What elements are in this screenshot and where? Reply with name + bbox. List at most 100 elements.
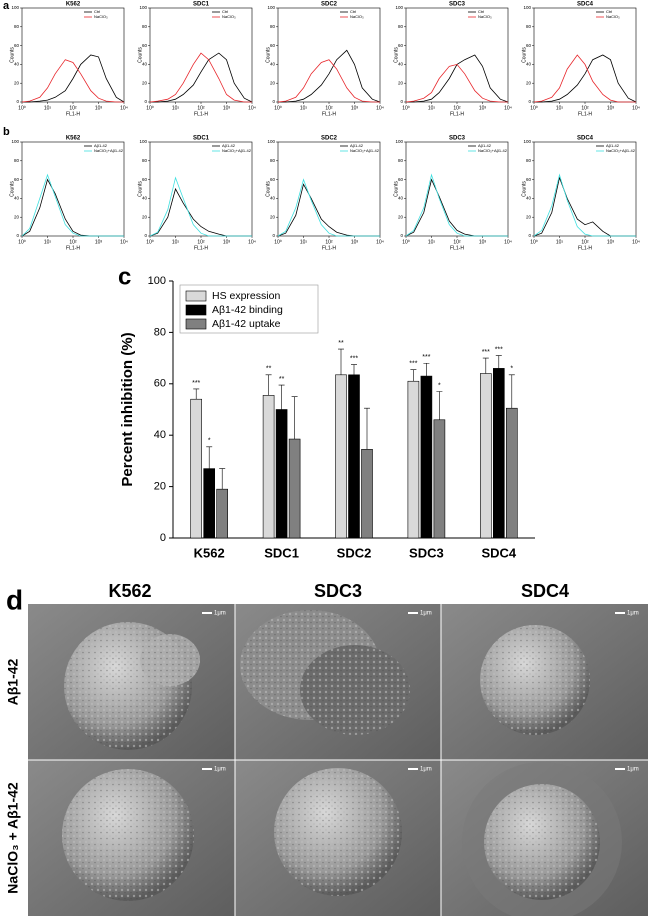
y-axis-label: Counts [265, 47, 271, 63]
legend-label: Aβ1-42 [350, 143, 364, 148]
error-bar [206, 446, 213, 469]
histogram-line [405, 173, 508, 237]
y-tick-label: 60 [142, 43, 148, 48]
y-tick-label: 100 [523, 5, 531, 10]
legend-label: NaClO₃+Aβ1-42 [350, 148, 380, 153]
y-tick-label: 80 [270, 158, 276, 163]
y-axis-label: Counts [137, 47, 143, 63]
bar [216, 488, 228, 539]
histogram-line [533, 173, 636, 237]
x-tick-label: 10¹ [300, 105, 308, 111]
x-tick-label: 10⁰ [146, 105, 154, 111]
sem-images [28, 604, 648, 916]
x-axis-label: FL1-H [66, 111, 80, 117]
plot-title: SDC1 [193, 2, 210, 8]
plot-title: SDC2 [321, 2, 338, 8]
plot-title: SDC1 [193, 136, 210, 142]
x-tick-label: 10¹ [428, 239, 436, 245]
y-tick-label: 100 [139, 139, 147, 144]
bar [433, 419, 446, 539]
plot-frame [533, 7, 637, 103]
plot-frame [149, 7, 253, 103]
x-axis-label: FL1-H [322, 111, 336, 117]
legend-label: NaClO₃ [222, 14, 236, 19]
y-tick-label: 0 [528, 99, 531, 104]
x-tick-label: 10⁴ [248, 239, 256, 245]
y-tick-label: 100 [267, 139, 275, 144]
plot-frame [405, 141, 509, 237]
bar [203, 468, 215, 539]
bar [407, 380, 420, 539]
y-axis-label: Counts [137, 181, 143, 197]
plot-title: SDC4 [577, 2, 594, 8]
x-tick-label: 10⁴ [376, 105, 384, 111]
significance-label: *** [482, 349, 490, 356]
histogram-line [21, 173, 124, 237]
x-tick-label: 10² [581, 239, 589, 245]
bar [275, 409, 288, 539]
legend-label: Ctrl [606, 9, 612, 14]
legend-label: NaClO₃+Aβ1-42 [606, 148, 636, 153]
x-tick-label: 10⁴ [632, 105, 640, 111]
legend-label: HS expression [212, 290, 280, 302]
y-tick-label: 100 [395, 5, 403, 10]
x-tick-label: 10⁴ [632, 239, 640, 245]
x-tick-label: 10² [325, 105, 333, 111]
legend-swatch [185, 318, 207, 330]
y-tick-label: 0 [400, 99, 403, 104]
significance-label: ** [279, 376, 285, 383]
bar [288, 438, 301, 539]
y-axis-label: Counts [393, 181, 399, 197]
histogram-line [277, 59, 380, 103]
x-tick-label: 10² [197, 105, 205, 111]
x-tick-label: 10⁴ [120, 105, 128, 111]
bar [420, 375, 433, 539]
y-tick-label: 0 [160, 532, 166, 544]
column-header: K562 [108, 581, 151, 601]
significance-label: * [510, 366, 513, 373]
y-tick-label: 60 [14, 43, 20, 48]
y-tick-label: 20 [14, 214, 20, 219]
legend-label: NaClO₃ [350, 14, 364, 19]
x-tick-label: 10² [325, 239, 333, 245]
plot-title: SDC3 [449, 2, 466, 8]
x-tick-label: 10¹ [300, 239, 308, 245]
bar [505, 407, 518, 539]
x-tick-label: 10⁴ [120, 239, 128, 245]
y-tick-label: 80 [14, 158, 20, 163]
legend-label: NaClO₃ [606, 14, 620, 19]
error-bar [364, 407, 370, 450]
bar [335, 374, 347, 539]
x-tick-label: 10³ [95, 239, 103, 245]
bar [361, 449, 373, 539]
y-tick-label: 100 [267, 5, 275, 10]
x-tick-label: 10⁰ [530, 239, 538, 245]
legend-label: NaClO₃+Aβ1-42 [94, 148, 124, 153]
x-tick-label: 10¹ [44, 105, 52, 111]
x-tick-label: 10² [453, 105, 461, 111]
y-tick-label: 20 [14, 80, 20, 85]
plot-frame [21, 7, 125, 103]
y-axis-label: Percent inhibition (%) [119, 332, 136, 486]
y-tick-label: 40 [526, 62, 532, 67]
y-tick-label: 20 [526, 80, 532, 85]
y-tick-label: 60 [270, 177, 276, 182]
error-bar [265, 374, 272, 396]
histogram-line [405, 63, 508, 103]
y-tick-label: 80 [398, 24, 404, 29]
bar [190, 398, 202, 539]
histogram-line [533, 176, 636, 237]
y-tick-label: 60 [398, 177, 404, 182]
error-bar [278, 384, 285, 410]
histogram-line [21, 59, 124, 103]
y-tick-label: 60 [14, 177, 20, 182]
y-tick-label: 0 [144, 99, 147, 104]
y-tick-label: 20 [398, 214, 404, 219]
legend-label: Ctrl [350, 9, 356, 14]
y-tick-label: 80 [14, 24, 20, 29]
histogram-line [22, 54, 125, 103]
y-tick-label: 100 [11, 5, 19, 10]
x-axis-label: FL1-H [578, 245, 592, 251]
y-tick-label: 20 [154, 481, 166, 493]
legend-label: NaClO₃ [94, 14, 108, 19]
